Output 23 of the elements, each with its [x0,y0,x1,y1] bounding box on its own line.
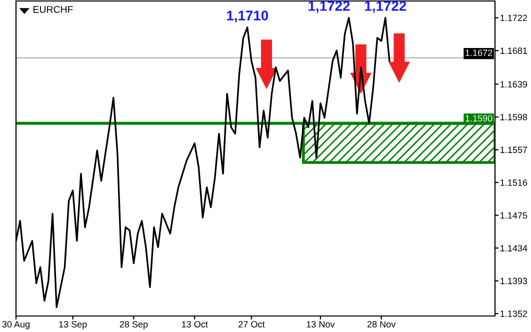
x-tick-label: 13 Sep [59,321,87,330]
x-tick-label: 28 Nov [367,321,396,328]
y-tick-label: 1.1598 [500,114,528,120]
x-tick-label: 30 Aug [2,321,30,330]
y-tick-label: 1.1434 [500,245,528,252]
x-tick-label: 28 Sep [120,321,148,330]
x-tick-label: 27 Oct [238,321,265,328]
y-tick-label: 1.1722 [500,14,528,22]
ref-line-label: 1.1672 [466,50,492,56]
annotation: 1,1722 [365,1,406,13]
x-tick-label: 13 Oct [182,321,208,328]
y-tick-label: 1.1475 [500,212,528,219]
annotation: 1,1722 [308,1,350,13]
y-tick-label: 1.1681 [500,48,528,54]
ref-line-label: 1.1590 [466,115,492,122]
y-tick-label: 1.1352 [500,310,528,317]
annotation: 1,1710 [227,10,268,22]
y-tick-label: 1.1557 [500,146,528,154]
x-tick-label: 13 Nov [306,321,335,328]
y-tick-label: 1.1516 [500,179,528,186]
chart-title: EURCHF [34,6,73,13]
y-tick-label: 1.1393 [500,278,528,284]
y-tick-label: 1.1639 [500,81,528,88]
